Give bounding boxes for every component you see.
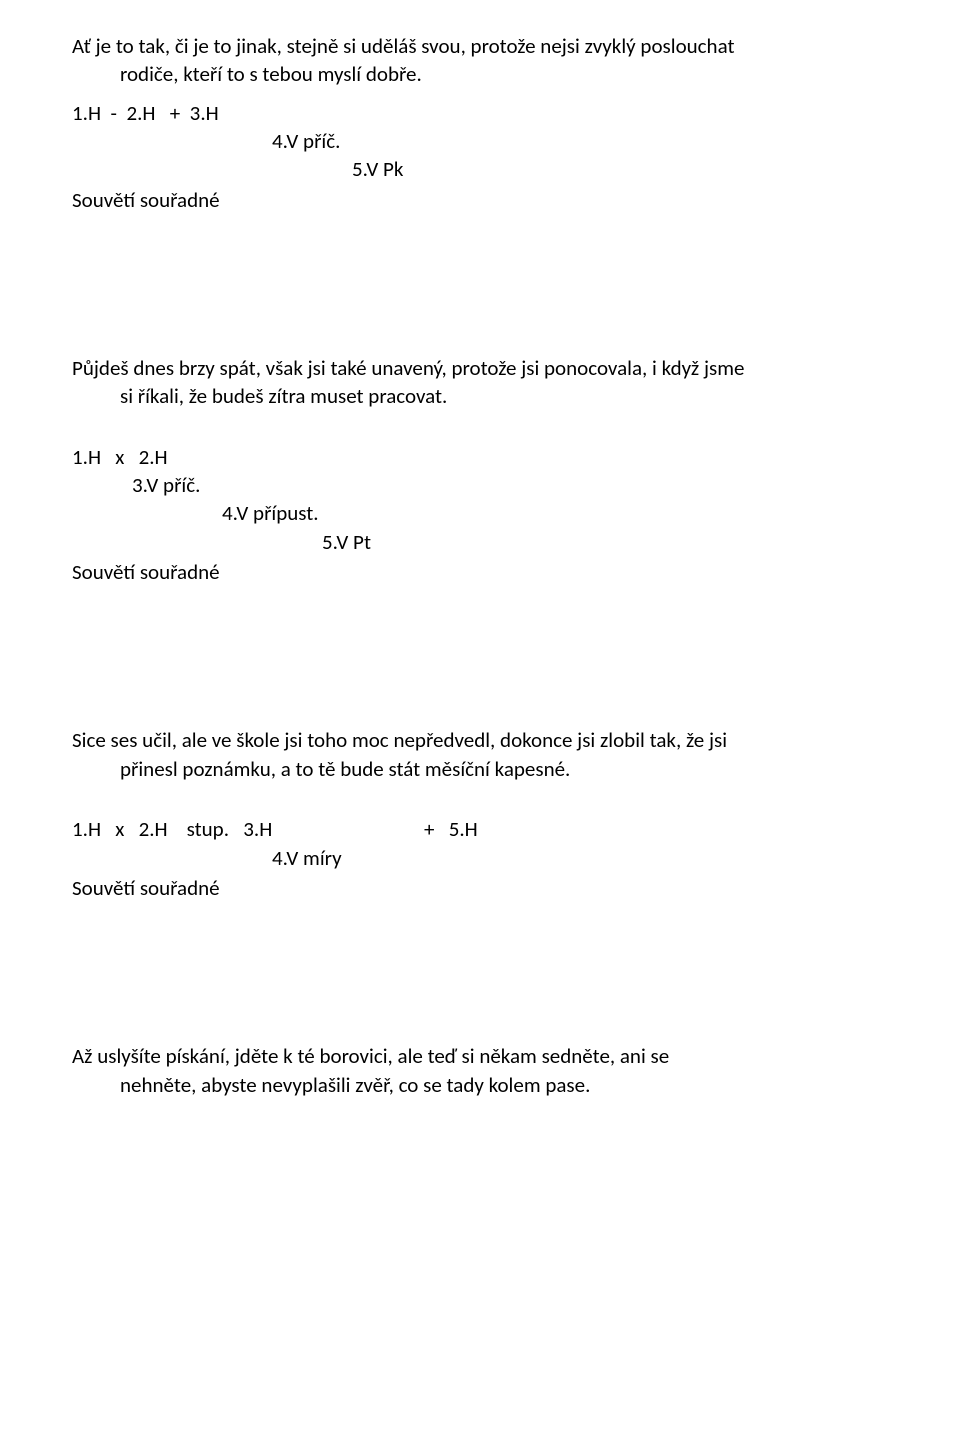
analysis-row: 3.V příč. [72,471,888,499]
analysis-segment: 1.H x 2.H stup. 3.H [72,815,314,843]
sentence-line: Ať je to tak, či je to jinak, stejně si … [72,32,888,60]
sentence-line-cont: nehněte, abyste nevyplašili zvěř, co se … [72,1071,888,1099]
analysis-row: 5.V Pt [72,528,888,556]
sentence-type-label: Souvětí souřadné [72,558,888,586]
exercise-block: Sice ses učil, ale ve škole jsi toho moc… [72,726,888,902]
analysis-row: 1.H x 2.H [72,443,888,471]
sentence-line: Sice ses učil, ale ve škole jsi toho moc… [72,726,888,754]
sentence-type-label: Souvětí souřadné [72,186,888,214]
sentence-line: Půjdeš dnes brzy spát, však jsi také una… [72,354,888,382]
sentence: Až uslyšíte pískání, jděte k té borovici… [72,1042,888,1099]
sentence-type-label: Souvětí souřadné [72,874,888,902]
exercise-block: Půjdeš dnes brzy spát, však jsi také una… [72,354,888,586]
analysis-row: 4.V míry [72,844,888,872]
sentence-line: Až uslyšíte pískání, jděte k té borovici… [72,1042,888,1070]
sentence-line-cont: rodiče, kteří to s tebou myslí dobře. [72,60,888,88]
analysis-gap [72,844,272,872]
spacer [72,793,888,805]
clause-analysis: 1.H x 2.H 3.V příč. 4.V přípust. 5.V Pt [72,443,888,556]
analysis-row: 4.V přípust. [72,499,888,527]
spacer [72,421,888,433]
clause-analysis: 1.H - 2.H + 3.H 4.V příč. 5.V Pk [72,99,888,184]
exercise-block: Až uslyšíte pískání, jděte k té borovici… [72,1042,888,1099]
sentence: Půjdeš dnes brzy spát, však jsi také una… [72,354,888,411]
sentence: Sice ses učil, ale ve škole jsi toho moc… [72,726,888,783]
sentence-line-cont: přinesl poznámku, a to tě bude stát měsí… [72,755,888,783]
sentence-line-cont: si říkali, že budeš zítra muset pracovat… [72,382,888,410]
analysis-segment: + 5.H [424,815,478,843]
clause-analysis: 1.H x 2.H stup. 3.H + 5.H 4.V míry [72,815,888,872]
analysis-row: 4.V příč. [72,127,888,155]
analysis-row: 1.H - 2.H + 3.H [72,99,888,127]
analysis-segment: 4.V míry [272,844,342,872]
sentence: Ať je to tak, či je to jinak, stejně si … [72,32,888,89]
analysis-gap [314,815,424,843]
analysis-row: 5.V Pk [72,155,888,183]
exercise-block: Ať je to tak, či je to jinak, stejně si … [72,32,888,214]
analysis-row: 1.H x 2.H stup. 3.H + 5.H [72,815,888,843]
